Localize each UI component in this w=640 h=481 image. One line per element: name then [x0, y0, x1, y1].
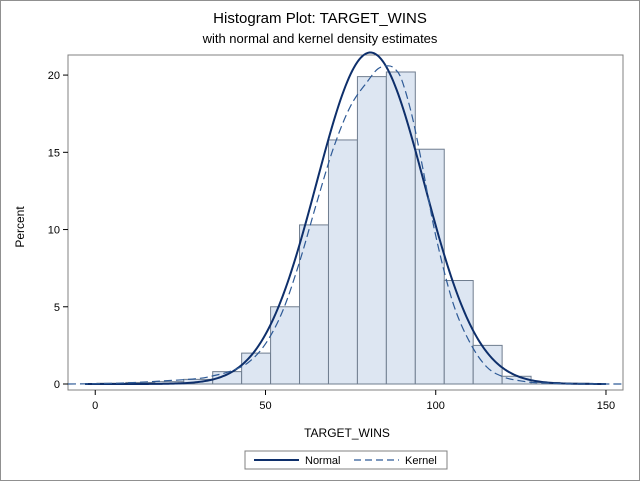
y-axis-label: Percent — [13, 206, 27, 248]
kernel-curve — [67, 65, 624, 385]
normal-curve — [85, 51, 606, 385]
legend-box — [244, 450, 448, 470]
legend-kernel-label: Kernel — [405, 455, 437, 467]
y-tick-label-2: 10 — [48, 225, 60, 237]
histogram-bar-12 — [443, 280, 474, 385]
histogram-bar-6 — [270, 306, 301, 385]
x-tick-label-2: 100 — [427, 400, 445, 412]
y-tick-label-3: 15 — [48, 147, 60, 159]
histogram-bar-8 — [327, 139, 358, 385]
histogram-bar-11 — [414, 148, 445, 385]
histogram-bar-10 — [385, 71, 416, 385]
histogram-bar-5 — [241, 352, 272, 385]
chart-subtitle: with normal and kernel density estimates — [202, 31, 438, 46]
histogram-bars — [96, 71, 590, 385]
x-tick-label-1: 50 — [259, 400, 271, 412]
x-tick-label-0: 0 — [92, 400, 98, 412]
y-tick-label-1: 5 — [54, 302, 60, 314]
x-tick-label-3: 150 — [597, 400, 615, 412]
legend: Normal Kernel — [244, 450, 448, 470]
y-tick-label-4: 20 — [48, 70, 60, 82]
density-curves — [67, 51, 624, 385]
legend-normal-label: Normal — [305, 455, 340, 467]
x-axis-ticks: 0 50 100 150 — [92, 390, 615, 412]
histogram-bar-7 — [299, 224, 329, 385]
y-axis-ticks: 0 5 10 15 20 — [48, 70, 68, 391]
y-tick-label-0: 0 — [54, 379, 60, 391]
chart-title: Histogram Plot: TARGET_WINS — [213, 10, 427, 27]
histogram-bar-9 — [356, 76, 387, 385]
x-axis-label: TARGET_WINS — [304, 426, 390, 440]
plot-area-border — [67, 54, 624, 391]
